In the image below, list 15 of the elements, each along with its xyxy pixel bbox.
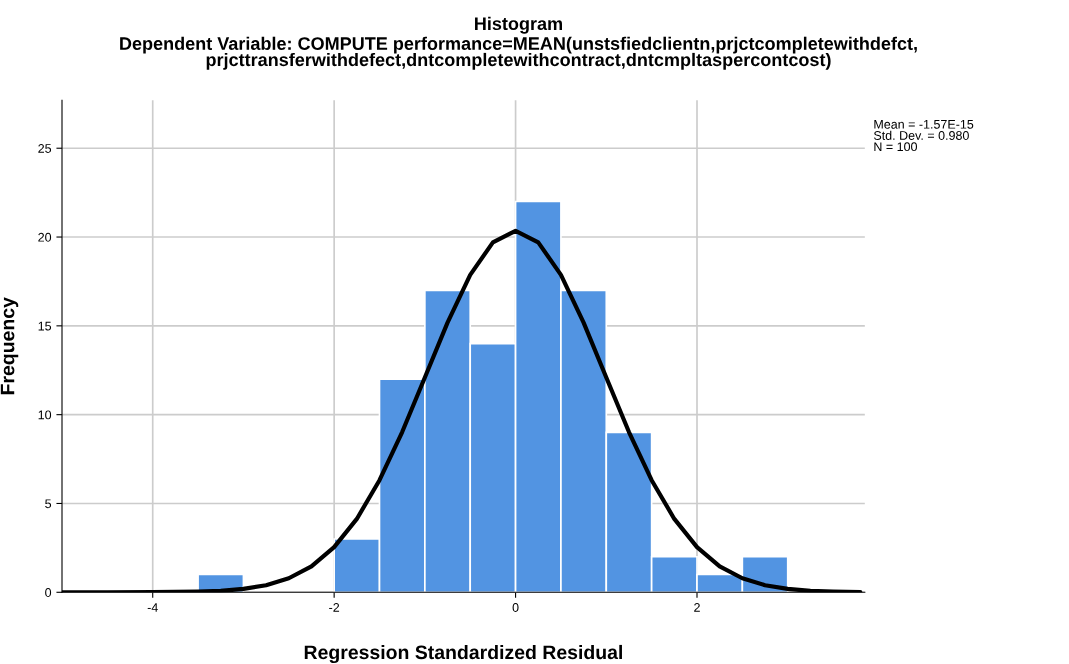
y-tick-label: 20 xyxy=(38,232,52,242)
y-tick-label: 0 xyxy=(45,588,52,597)
x-tick-label: 0 xyxy=(512,603,519,612)
y-axis-title: Frequency xyxy=(0,297,19,395)
text: Mean = -1.57E-15 Std. Dev. = 0.980 N = 100 xyxy=(873,119,974,152)
x-tick-label: -2 xyxy=(329,603,340,612)
y-tick-label: 10 xyxy=(38,410,52,420)
chart-subtitle: Dependent Variable: COMPUTE performance=MEAN(unstsfiedclientn,prjctcompletewithdefct, prjcttransferwithdefect,dntcompletewithcontract,dntcmpltaspercontcost) xyxy=(120,36,917,70)
x-tick-label: -4 xyxy=(147,603,158,612)
x-tick-label: 2 xyxy=(694,603,700,612)
y-tick-label: 15 xyxy=(38,321,52,331)
y-tick-label: 25 xyxy=(38,144,52,153)
chart-title: Histogram xyxy=(475,16,562,34)
x-axis-title: Regression Standardized Residual xyxy=(304,644,622,664)
y-tick-label: 5 xyxy=(45,499,52,509)
